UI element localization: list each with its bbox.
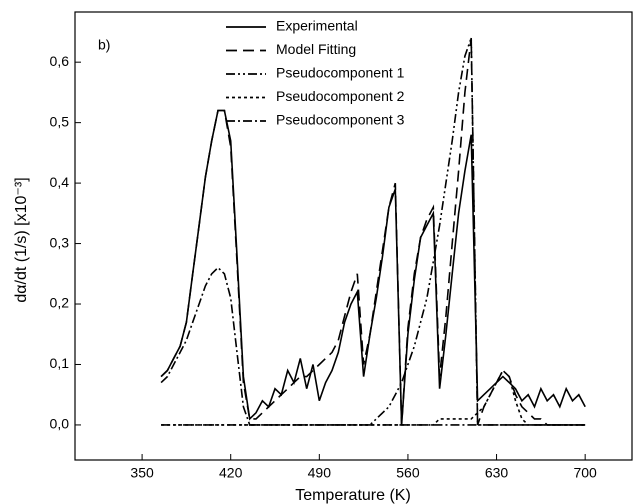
x-tick-label: 490 [308,465,332,481]
x-axis-label: Temperature (K) [295,487,411,504]
annotation: b) [98,37,110,53]
x-tick-label: 560 [396,465,420,481]
y-tick-label: 0,5 [50,113,70,129]
data-line [160,37,586,426]
data-line [160,109,586,425]
y-tick-label: 0,4 [50,174,70,190]
legend-label: Pseudocomponent 2 [276,88,405,104]
y-tick-label: 0,6 [50,53,70,69]
x-tick-label: 420 [219,465,243,481]
x-tick-label: 630 [485,465,509,481]
legend-label: Pseudocomponent 1 [276,65,405,81]
y-tick-label: 0,2 [50,295,70,311]
y-tick-label: 0,1 [50,355,70,371]
x-tick-label: 350 [130,465,154,481]
legend-label: Experimental [276,18,358,34]
x-tick-label: 700 [573,465,597,481]
y-tick-label: 0,3 [50,234,70,250]
legend-label: Pseudocomponent 3 [276,112,405,128]
data-line [161,369,586,426]
y-tick-label: 0,0 [50,416,70,432]
y-axis-label: dα/dt (1/s) [x10⁻³] [13,177,30,302]
data-line [160,266,586,426]
legend-label: Model Fitting [276,41,356,57]
plot-frame [74,11,633,461]
